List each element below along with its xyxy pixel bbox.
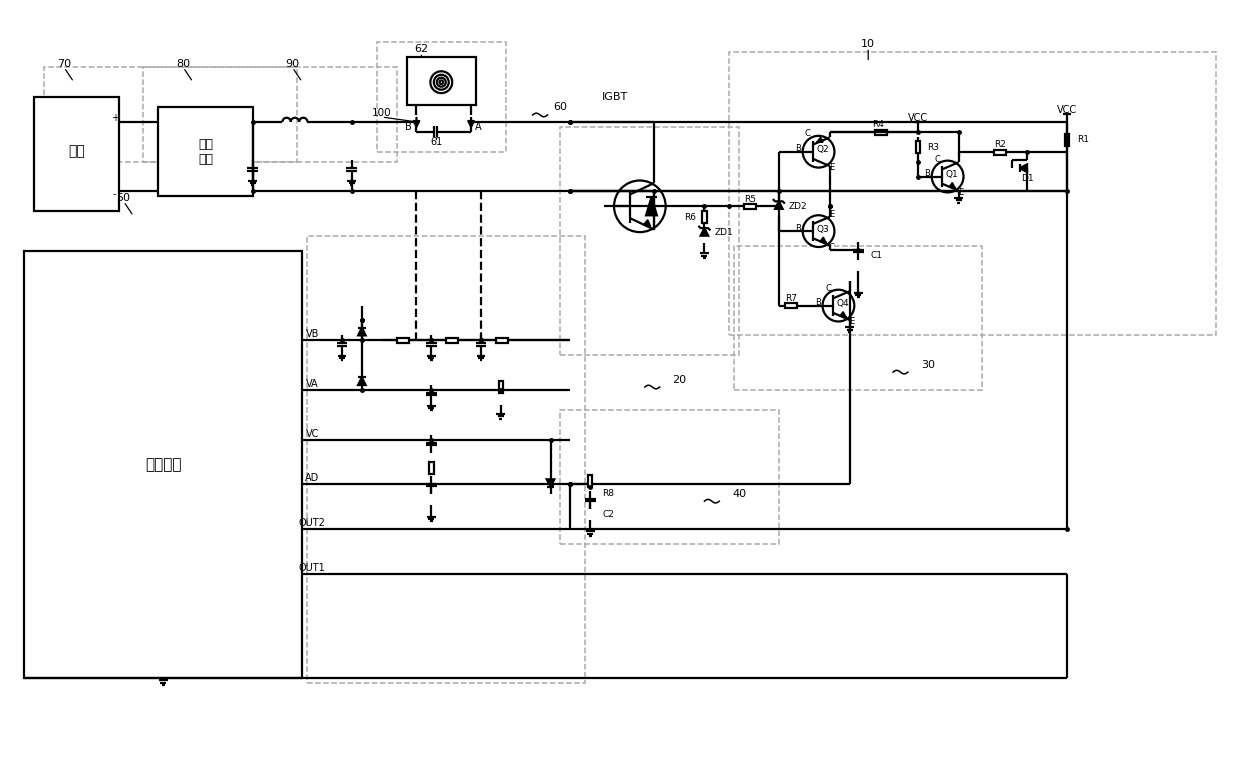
Bar bbox=[1065, 134, 1069, 146]
Text: OUT1: OUT1 bbox=[299, 563, 326, 573]
Text: Q3: Q3 bbox=[816, 225, 828, 233]
Circle shape bbox=[822, 290, 854, 322]
Bar bbox=[45, 67, 298, 162]
Text: VB: VB bbox=[305, 329, 319, 339]
Text: R1: R1 bbox=[1076, 136, 1089, 144]
Text: Q4: Q4 bbox=[836, 299, 848, 308]
Text: R7: R7 bbox=[785, 294, 797, 303]
Polygon shape bbox=[358, 328, 366, 336]
Text: 100: 100 bbox=[372, 109, 392, 119]
Circle shape bbox=[931, 160, 963, 192]
Text: D1: D1 bbox=[1021, 174, 1033, 183]
Text: C2: C2 bbox=[603, 510, 614, 518]
Bar bbox=[429, 463, 434, 474]
Bar bbox=[702, 212, 707, 223]
Text: VCC: VCC bbox=[1056, 105, 1076, 115]
Text: 电源: 电源 bbox=[68, 145, 84, 159]
Text: C: C bbox=[805, 129, 811, 138]
Bar bbox=[785, 303, 797, 308]
Text: E: E bbox=[959, 188, 963, 198]
Text: C: C bbox=[828, 243, 835, 252]
Text: VCC: VCC bbox=[908, 112, 928, 122]
Text: 10: 10 bbox=[862, 39, 875, 49]
Text: IGBT: IGBT bbox=[601, 92, 629, 102]
Polygon shape bbox=[701, 228, 708, 236]
Text: A: A bbox=[475, 122, 481, 132]
Polygon shape bbox=[775, 202, 782, 209]
Text: Q2: Q2 bbox=[816, 145, 828, 154]
Polygon shape bbox=[358, 377, 366, 385]
Text: 整流
模块: 整流 模块 bbox=[198, 138, 213, 166]
Text: 20: 20 bbox=[672, 375, 687, 385]
Polygon shape bbox=[646, 198, 657, 215]
Text: R3: R3 bbox=[926, 143, 939, 152]
Bar bbox=[498, 381, 503, 393]
Text: B: B bbox=[795, 144, 801, 153]
Text: 80: 80 bbox=[176, 59, 190, 69]
Text: R2: R2 bbox=[993, 140, 1006, 150]
Bar bbox=[744, 204, 756, 208]
Bar bbox=[874, 130, 887, 135]
Bar bbox=[407, 57, 476, 105]
Text: VA: VA bbox=[306, 379, 319, 389]
Bar bbox=[496, 338, 508, 343]
Text: B: B bbox=[924, 169, 930, 178]
Text: B: B bbox=[404, 122, 412, 132]
Text: R8: R8 bbox=[603, 489, 614, 498]
Text: 62: 62 bbox=[414, 44, 429, 54]
Text: R5: R5 bbox=[744, 195, 756, 204]
Text: Q1: Q1 bbox=[945, 170, 959, 179]
Text: B: B bbox=[795, 224, 801, 232]
Text: 30: 30 bbox=[921, 360, 935, 370]
Bar bbox=[560, 127, 739, 355]
Text: 控制模块: 控制模块 bbox=[145, 457, 181, 472]
Text: E: E bbox=[830, 164, 835, 173]
Text: C1: C1 bbox=[870, 251, 882, 260]
Text: C: C bbox=[826, 284, 831, 293]
Text: ZD2: ZD2 bbox=[789, 202, 807, 211]
Text: +: + bbox=[110, 113, 119, 123]
Polygon shape bbox=[547, 479, 554, 487]
Text: AD: AD bbox=[305, 474, 320, 484]
Text: ZD1: ZD1 bbox=[714, 228, 733, 236]
Polygon shape bbox=[1019, 164, 1027, 172]
Bar bbox=[915, 141, 920, 153]
Text: -: - bbox=[113, 189, 117, 199]
Bar bbox=[560, 410, 779, 544]
Bar bbox=[993, 150, 1006, 154]
Text: VC: VC bbox=[305, 429, 319, 439]
Bar bbox=[25, 251, 303, 678]
Text: 90: 90 bbox=[285, 59, 299, 69]
Text: 50: 50 bbox=[117, 193, 130, 203]
Text: B: B bbox=[815, 298, 821, 307]
Text: 61: 61 bbox=[430, 136, 443, 146]
Text: R4: R4 bbox=[872, 120, 884, 129]
Bar bbox=[35, 97, 119, 212]
Bar bbox=[446, 338, 458, 343]
Text: R6: R6 bbox=[684, 212, 697, 222]
Text: 60: 60 bbox=[553, 102, 568, 112]
Bar bbox=[377, 43, 506, 152]
Text: 70: 70 bbox=[57, 59, 71, 69]
Text: C: C bbox=[935, 155, 941, 164]
Text: 40: 40 bbox=[732, 489, 746, 499]
Bar bbox=[397, 338, 408, 343]
Text: E: E bbox=[849, 318, 854, 326]
Text: E: E bbox=[830, 210, 835, 219]
Bar bbox=[144, 67, 397, 162]
Circle shape bbox=[614, 181, 666, 232]
Text: OUT2: OUT2 bbox=[299, 518, 326, 528]
Circle shape bbox=[802, 215, 835, 247]
Bar bbox=[159, 107, 253, 196]
Bar bbox=[588, 475, 593, 487]
Circle shape bbox=[802, 136, 835, 167]
Bar bbox=[308, 236, 585, 683]
Bar bbox=[729, 53, 1215, 336]
Bar bbox=[734, 246, 982, 390]
